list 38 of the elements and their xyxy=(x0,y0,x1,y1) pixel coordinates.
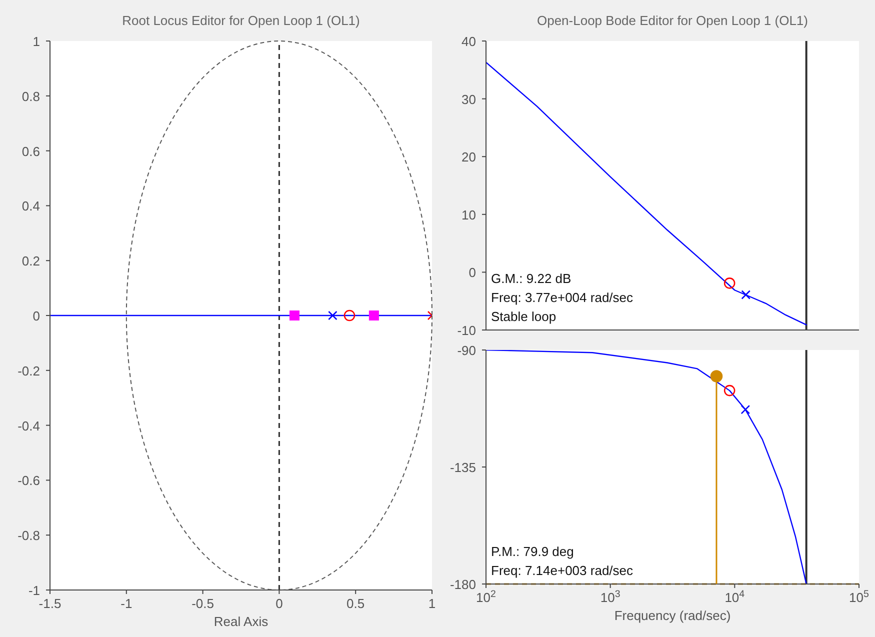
y-tick-label: 20 xyxy=(462,150,476,165)
y-tick-label: -0.8 xyxy=(18,528,40,544)
x-tick-label: 10$^{4}$ xyxy=(724,588,746,605)
y-tick-label: -0.4 xyxy=(18,418,40,434)
y-tick-label: 1 xyxy=(32,34,40,49)
y-tick-label: 0.4 xyxy=(22,198,40,214)
y-tick-label: 0.6 xyxy=(22,144,40,159)
y-tick-label: -180 xyxy=(450,577,476,592)
x-axis-title: Real Axis xyxy=(212,614,270,629)
annotation: Freq: 3.77e+004 rad/sec xyxy=(491,289,634,307)
x-tick-label: 1 xyxy=(428,596,436,611)
y-tick-label: -135 xyxy=(450,460,476,475)
annotation: G.M.: 9.22 dB xyxy=(491,270,572,288)
y-tick-label: -90 xyxy=(457,343,476,358)
x-tick-label: 10$^{2}$ xyxy=(476,588,496,605)
x-tick-label: -0.5 xyxy=(192,596,214,611)
x-tick-label: 10$^{5}$ xyxy=(849,588,870,605)
y-tick-label: 10 xyxy=(462,207,476,222)
x-tick-label: -1.5 xyxy=(38,596,62,611)
x-axis-title: Frequency (rad/sec) xyxy=(613,608,732,623)
y-tick-label: -10 xyxy=(457,323,476,338)
annotation: Stable loop xyxy=(491,308,558,326)
x-tick-label: 0 xyxy=(276,596,283,611)
y-tick-label: 30 xyxy=(462,92,476,107)
chart-title: Root Locus Editor for Open Loop 1 (OL1) xyxy=(121,13,361,28)
y-tick-label: 0.8 xyxy=(22,88,40,104)
x-tick-label: -1 xyxy=(120,596,132,611)
y-tick-label: 0 xyxy=(32,308,40,324)
y-tick-label: 0 xyxy=(468,265,476,280)
chart-title: Open-Loop Bode Editor for Open Loop 1 (OL1) xyxy=(536,13,809,28)
annotation: P.M.: 79.9 deg xyxy=(491,543,575,561)
x-tick-label: 10$^{3}$ xyxy=(600,588,620,605)
y-tick-label: 40 xyxy=(462,34,476,49)
y-tick-label: 0.2 xyxy=(22,254,40,269)
y-tick-label: -0.2 xyxy=(18,363,40,378)
x-tick-label: 0.5 xyxy=(346,596,365,611)
annotation: Freq: 7.14e+003 rad/sec xyxy=(491,562,634,580)
y-tick-label: -0.6 xyxy=(18,473,40,488)
